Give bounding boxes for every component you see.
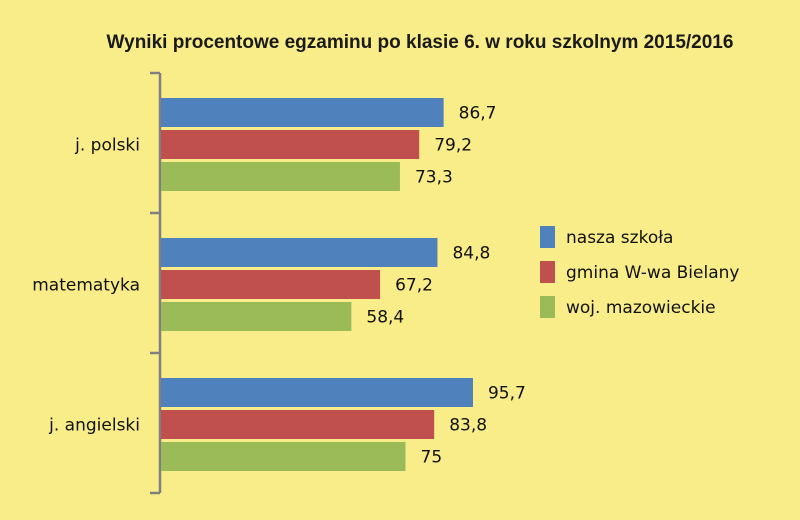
- bar: [161, 302, 352, 331]
- data-label: 79,2: [434, 136, 472, 156]
- data-label: 86,7: [459, 104, 497, 124]
- bar: [161, 410, 435, 439]
- labels-group: 86,7 84,8 95,7 79,2 67,2 83,8 73,3 58,4 75: [366, 104, 525, 468]
- data-label: 73,3: [415, 168, 453, 188]
- legend-swatch: [540, 296, 555, 318]
- data-label: 84,8: [452, 244, 490, 264]
- data-label: 58,4: [366, 308, 404, 328]
- legend-label: woj. mazowieckie: [566, 298, 716, 318]
- category-label: j. polski: [74, 136, 140, 156]
- legend-label: nasza szkoła: [566, 228, 673, 248]
- legend-swatch: [540, 226, 555, 248]
- data-label: 75: [421, 448, 443, 468]
- data-label: 83,8: [449, 416, 487, 436]
- legend: nasza szkoła gmina W-wa Bielany woj. mazow…: [540, 226, 739, 318]
- chart-title: Wyniki procentowe egzaminu po klasie 6. …: [107, 32, 734, 53]
- category-label: j. angielski: [48, 416, 140, 436]
- data-label: 67,2: [395, 276, 433, 296]
- category-axis: j. polski matematyka j. angielski: [32, 71, 162, 495]
- legend-swatch: [540, 261, 555, 283]
- bar: [161, 162, 400, 191]
- bar: [161, 378, 473, 407]
- category-label: matematyka: [32, 276, 140, 296]
- legend-label: gmina W-wa Bielany: [566, 263, 739, 283]
- bar: [161, 442, 406, 471]
- bar: [161, 130, 420, 159]
- data-label: 95,7: [488, 384, 526, 404]
- bar: [161, 238, 438, 267]
- bars-group: [161, 98, 473, 471]
- bar: [161, 98, 444, 127]
- bar: [161, 270, 381, 299]
